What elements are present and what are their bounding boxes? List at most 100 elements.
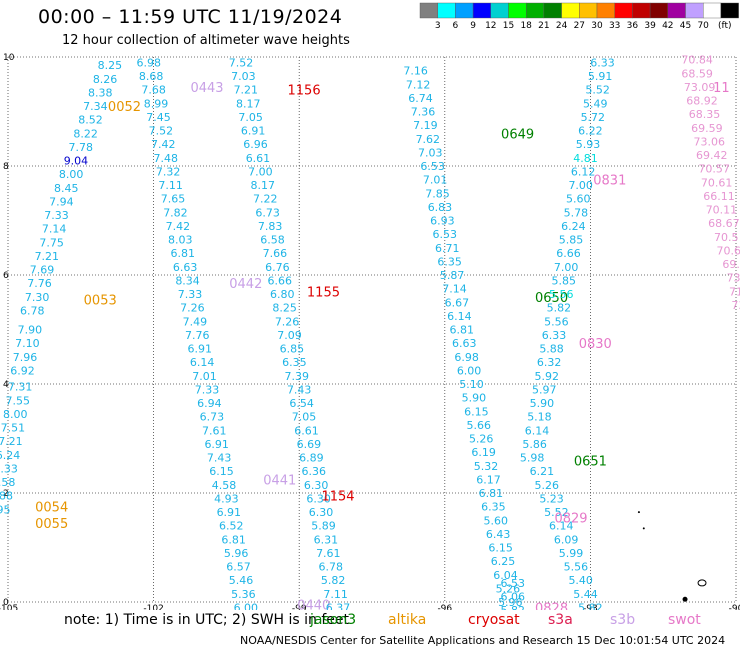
wave-height-value: 6.15	[488, 542, 513, 555]
wave-height-value: 5.40	[568, 574, 593, 587]
colorbar-swatch	[720, 2, 739, 19]
wave-height-value: 6.17	[476, 473, 501, 486]
colorbar-tick-label: 6	[452, 21, 459, 31]
wave-height-value: 6.14	[525, 424, 550, 437]
wave-height-value: 7.66	[263, 247, 288, 260]
wave-height-value: 70.61	[701, 176, 733, 189]
wave-height-value: 7.11	[158, 179, 183, 192]
wave-height-value: 68.59	[681, 67, 713, 80]
y-tick-label: 8	[3, 162, 9, 172]
wave-height-value: 5.44	[573, 588, 598, 601]
wave-height-value: 6.81	[170, 247, 195, 260]
pass-time-label: 0052	[108, 100, 141, 115]
wave-height-value: 8.17	[251, 179, 276, 192]
wave-height-value: 73.06	[694, 135, 726, 148]
wave-height-value: 5.26	[469, 433, 494, 446]
y-tick-label: 2	[3, 489, 9, 499]
wave-height-value: 6.66	[268, 274, 293, 287]
wave-height-value: 5.82	[321, 574, 346, 587]
wave-height-value: 7.09	[277, 329, 302, 342]
wave-height-value: 5.97	[532, 383, 557, 396]
wave-height-value: 6.43	[486, 528, 511, 541]
wave-height-value: 6.78	[20, 304, 45, 317]
wave-height-value: 69.59	[691, 122, 723, 135]
island-outline	[637, 511, 640, 514]
wave-height-value: 7.26	[275, 315, 300, 328]
wave-height-value: 7.69	[30, 264, 55, 277]
wave-height-value: 5.60	[484, 514, 509, 527]
wave-height-value: 7.01	[192, 370, 217, 383]
wave-height-value: 5.90	[530, 397, 555, 410]
wave-height-value: 66.11	[703, 190, 735, 203]
wave-height-value: 7.00	[568, 179, 593, 192]
wave-height-value: 6.74	[408, 92, 433, 105]
wave-height-value: 6.73	[255, 206, 280, 219]
wave-height-value: 68.67	[708, 217, 740, 230]
wave-height-value: 7.10	[15, 337, 40, 350]
wave-height-value: 6.61	[294, 424, 319, 437]
wave-height-value: 6.91	[204, 438, 229, 451]
wave-height-value: 5.36	[231, 588, 256, 601]
y-tick-label: 10	[3, 53, 15, 63]
legend-altika: altika	[388, 612, 427, 628]
wave-height-value: 6.35	[437, 255, 462, 268]
legend-swot: swot	[668, 612, 701, 628]
wave-height-value: 70.6	[716, 244, 740, 257]
wave-height-value: 8.34	[175, 274, 200, 287]
colorbar-tick-label: 42	[662, 21, 674, 31]
wave-height-value: 6.09	[554, 533, 579, 546]
pass-time-label: 0829	[554, 512, 587, 527]
wave-height-value: 7.90	[18, 324, 43, 337]
wave-height-value: 68.92	[686, 95, 718, 108]
pass-time-label: 0053	[84, 294, 117, 309]
colorbar-tick-label: 39	[644, 21, 656, 31]
wave-height-value: 73	[731, 299, 740, 312]
legend-s3b: s3b	[610, 612, 636, 628]
wave-height-value: 6.76	[265, 261, 290, 274]
wave-height-value: 5.91	[588, 70, 613, 83]
wave-height-value: 7.68	[141, 84, 166, 97]
wave-height-value: 4.81	[573, 152, 598, 165]
wave-height-value: 5.87	[440, 269, 465, 282]
wave-height-value: 5.85	[559, 234, 584, 247]
wave-height-value: 70.57	[698, 163, 730, 176]
wave-height-value: 5.90	[462, 392, 487, 405]
track-cryosat: 7.527.037.218.177.056.916.966.617.008.17…	[229, 56, 355, 610]
wave-height-value: 6.14	[447, 310, 472, 323]
legend-jason3: jason3	[310, 612, 357, 628]
colorbar-tick-label: 33	[608, 21, 621, 31]
wave-height-value: 6.96	[243, 138, 268, 151]
wave-height-value: 8.17	[236, 97, 261, 110]
wave-height-value: 5.18	[527, 411, 552, 424]
wave-height-value: 7.30	[25, 291, 50, 304]
wave-height-value: 6.19	[471, 446, 496, 459]
wave-height-value: 7.05	[238, 111, 263, 124]
wave-height-value: 8.25	[98, 59, 123, 72]
x-tick-label: -105	[0, 604, 18, 610]
wave-height-value: 7.82	[163, 206, 188, 219]
wave-height-value: 6.14	[190, 356, 215, 369]
x-tick-label: -96	[437, 604, 452, 610]
wave-height-value: 6.57	[226, 561, 251, 574]
wave-height-value: 7.83	[258, 220, 283, 233]
wave-height-value: 5.92	[534, 370, 559, 383]
wave-height-value: 7.52	[149, 125, 174, 138]
wave-height-value: 5.23	[539, 492, 564, 505]
wave-height-value: 7.45	[146, 111, 171, 124]
wave-height-value: 7.39	[285, 370, 310, 383]
wave-height-value: 69.	[722, 258, 740, 271]
wave-height-value: 7.61	[316, 547, 341, 560]
pass-time-label: 0055	[35, 517, 68, 532]
wave-height-value: 6.91	[217, 506, 242, 519]
wave-height-value: 5.72	[581, 111, 606, 124]
wave-height-value: 6.94	[197, 397, 222, 410]
wave-height-value: 6.83	[428, 201, 453, 214]
wave-height-value: 5.82	[547, 302, 572, 315]
wave-height-value: 6.00	[234, 601, 259, 610]
y-tick-label: 4	[3, 380, 9, 390]
pass-time-label: 0649	[501, 127, 534, 142]
wave-height-value: 7.21	[0, 435, 23, 448]
wave-height-value: 70.84	[681, 54, 713, 67]
wave-height-value: 5.26	[496, 582, 521, 595]
legend-s3a: s3a	[548, 612, 573, 628]
